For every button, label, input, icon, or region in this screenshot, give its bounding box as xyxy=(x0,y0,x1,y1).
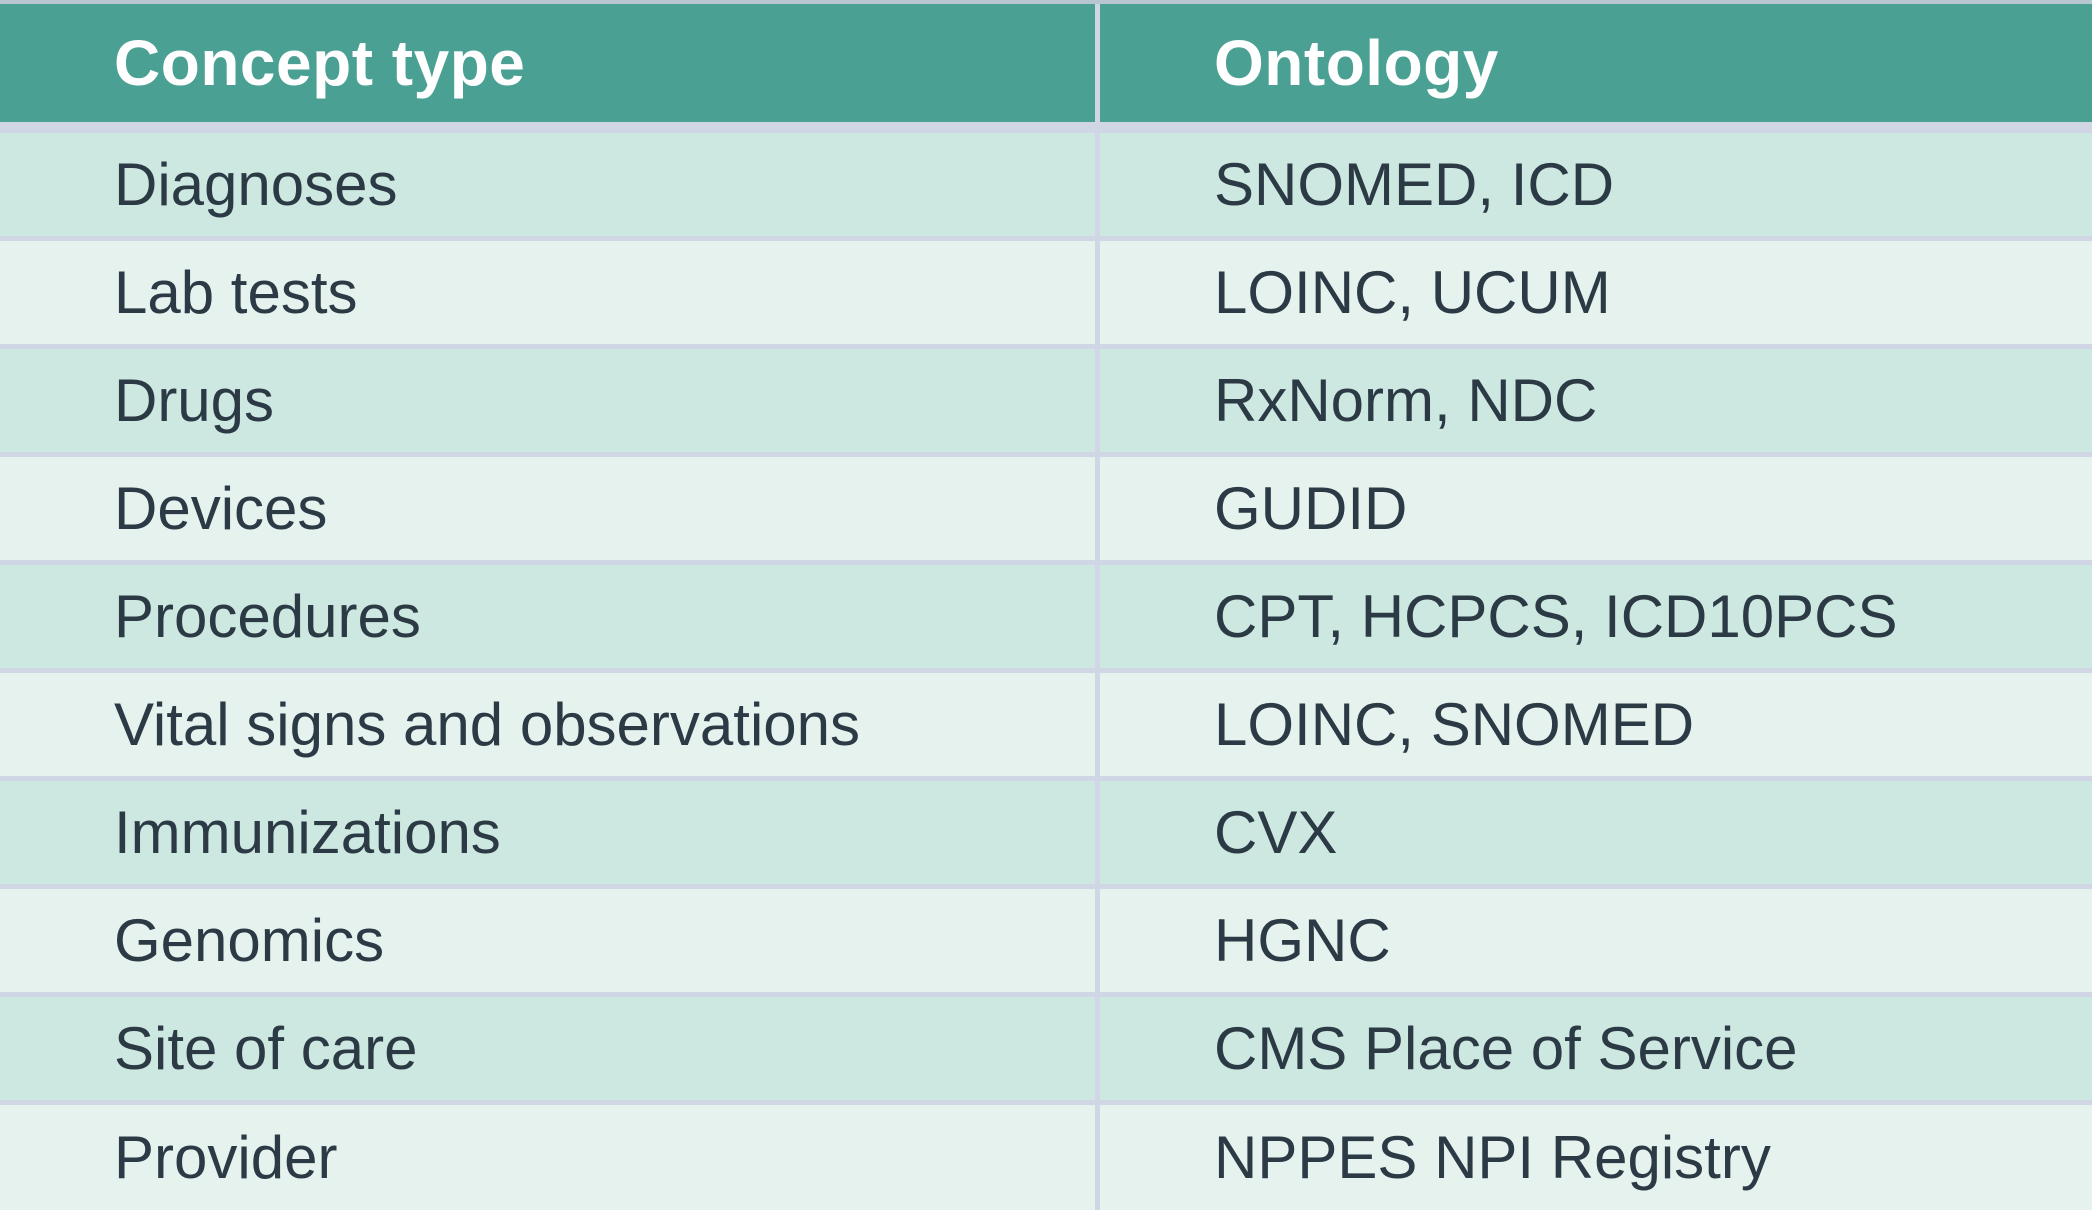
column-divider xyxy=(1095,781,1100,884)
row-divider xyxy=(0,122,2092,133)
cell-concept-type: Vital signs and observations xyxy=(0,673,1095,776)
column-divider xyxy=(1095,133,1100,236)
cell-ontology: RxNorm, NDC xyxy=(1100,349,2092,452)
row-divider xyxy=(0,344,2092,349)
cell-concept-type: Immunizations xyxy=(0,781,1095,884)
cell-concept-type: Provider xyxy=(0,1105,1095,1210)
row-provider: Provider NPPES NPI Registry xyxy=(0,1105,2092,1210)
row-vital-signs-and-observations: Vital signs and observations LOINC, SNOM… xyxy=(0,673,2092,776)
row-lab-tests: Lab tests LOINC, UCUM xyxy=(0,241,2092,344)
column-divider xyxy=(1095,673,1100,776)
cell-concept-type: Procedures xyxy=(0,565,1095,668)
cell-concept-type: Diagnoses xyxy=(0,133,1095,236)
cell-ontology: NPPES NPI Registry xyxy=(1100,1105,2092,1210)
row-divider xyxy=(0,560,2092,565)
row-divider xyxy=(0,236,2092,241)
row-divider xyxy=(0,884,2092,889)
cell-ontology: LOINC, UCUM xyxy=(1100,241,2092,344)
cell-concept-type: Drugs xyxy=(0,349,1095,452)
cell-ontology: HGNC xyxy=(1100,889,2092,992)
top-edge-strip xyxy=(0,0,2092,4)
row-immunizations: Immunizations CVX xyxy=(0,781,2092,884)
row-drugs: Drugs RxNorm, NDC xyxy=(0,349,2092,452)
cell-concept-type: Site of care xyxy=(0,997,1095,1100)
header-cell-concept-type: Concept type xyxy=(0,4,1095,122)
row-site-of-care: Site of care CMS Place of Service xyxy=(0,997,2092,1100)
cell-ontology: CMS Place of Service xyxy=(1100,997,2092,1100)
row-divider xyxy=(0,668,2092,673)
column-divider xyxy=(1095,241,1100,344)
cell-concept-type: Devices xyxy=(0,457,1095,560)
row-divider xyxy=(0,776,2092,781)
row-divider xyxy=(0,992,2092,997)
row-divider xyxy=(0,452,2092,457)
row-devices: Devices GUDID xyxy=(0,457,2092,560)
header-cell-ontology: Ontology xyxy=(1100,4,2092,122)
column-divider xyxy=(1095,4,1100,122)
cell-ontology: CVX xyxy=(1100,781,2092,884)
cell-concept-type: Genomics xyxy=(0,889,1095,992)
column-divider xyxy=(1095,457,1100,560)
row-procedures: Procedures CPT, HCPCS, ICD10PCS xyxy=(0,565,2092,668)
row-genomics: Genomics HGNC xyxy=(0,889,2092,992)
cell-ontology: SNOMED, ICD xyxy=(1100,133,2092,236)
row-divider xyxy=(0,1100,2092,1105)
cell-ontology: CPT, HCPCS, ICD10PCS xyxy=(1100,565,2092,668)
column-divider xyxy=(1095,889,1100,992)
table-header-row: Concept type Ontology xyxy=(0,4,2092,122)
column-divider xyxy=(1095,565,1100,668)
row-diagnoses: Diagnoses SNOMED, ICD xyxy=(0,133,2092,236)
cell-ontology: GUDID xyxy=(1100,457,2092,560)
column-divider xyxy=(1095,997,1100,1100)
cell-concept-type: Lab tests xyxy=(0,241,1095,344)
column-divider xyxy=(1095,1105,1100,1210)
column-divider xyxy=(1095,349,1100,452)
cell-ontology: LOINC, SNOMED xyxy=(1100,673,2092,776)
